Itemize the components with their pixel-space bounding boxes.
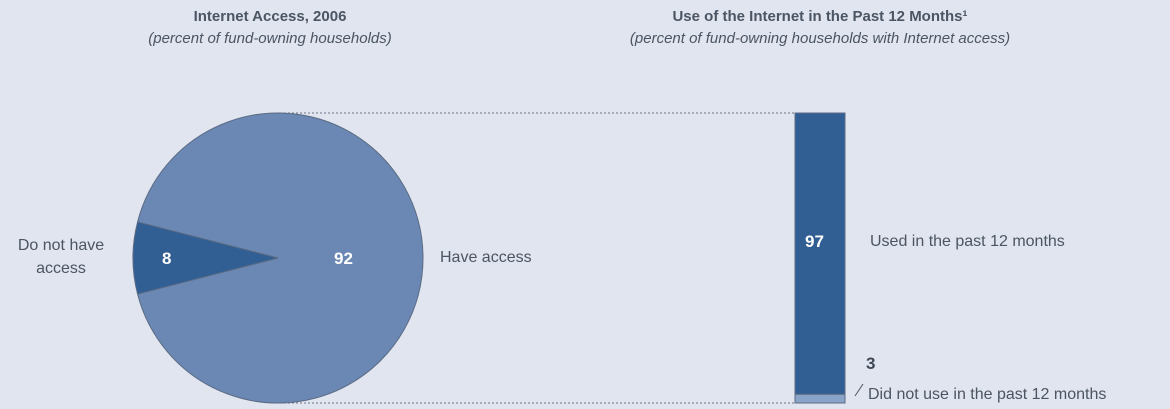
pie-value-do-not-have-access: 8 — [162, 249, 172, 268]
bar-chart-subtitle: (percent of fund-owning households with … — [629, 30, 1011, 47]
pie-label-have-access: Have access — [440, 249, 532, 266]
bar-segment-did-not-use — [794, 393, 846, 404]
bar-value-used: 97 — [805, 232, 824, 251]
pie-label-do-not-have-access: Do not have access — [17, 237, 105, 277]
pie-chart-subtitle: (percent of fund-owning households) — [148, 30, 392, 47]
bar-label-used: Used in the past 12 months — [870, 233, 1065, 250]
bar-label-did-not-use: Did not use in the past 12 months — [868, 386, 1107, 403]
pie-slice-have-access — [136, 112, 424, 404]
pie-value-have-access: 92 — [334, 249, 353, 268]
bar-segment-used — [794, 112, 846, 395]
bar-chart-title: Use of the Internet in the Past 12 Month… — [672, 8, 968, 25]
small-segment-leader-line — [854, 383, 864, 397]
pie-chart-title: Internet Access, 2006 — [193, 8, 347, 25]
bar-value-did-not-use: 3 — [866, 354, 876, 373]
pie-slice-do-not-have-access — [132, 221, 279, 295]
